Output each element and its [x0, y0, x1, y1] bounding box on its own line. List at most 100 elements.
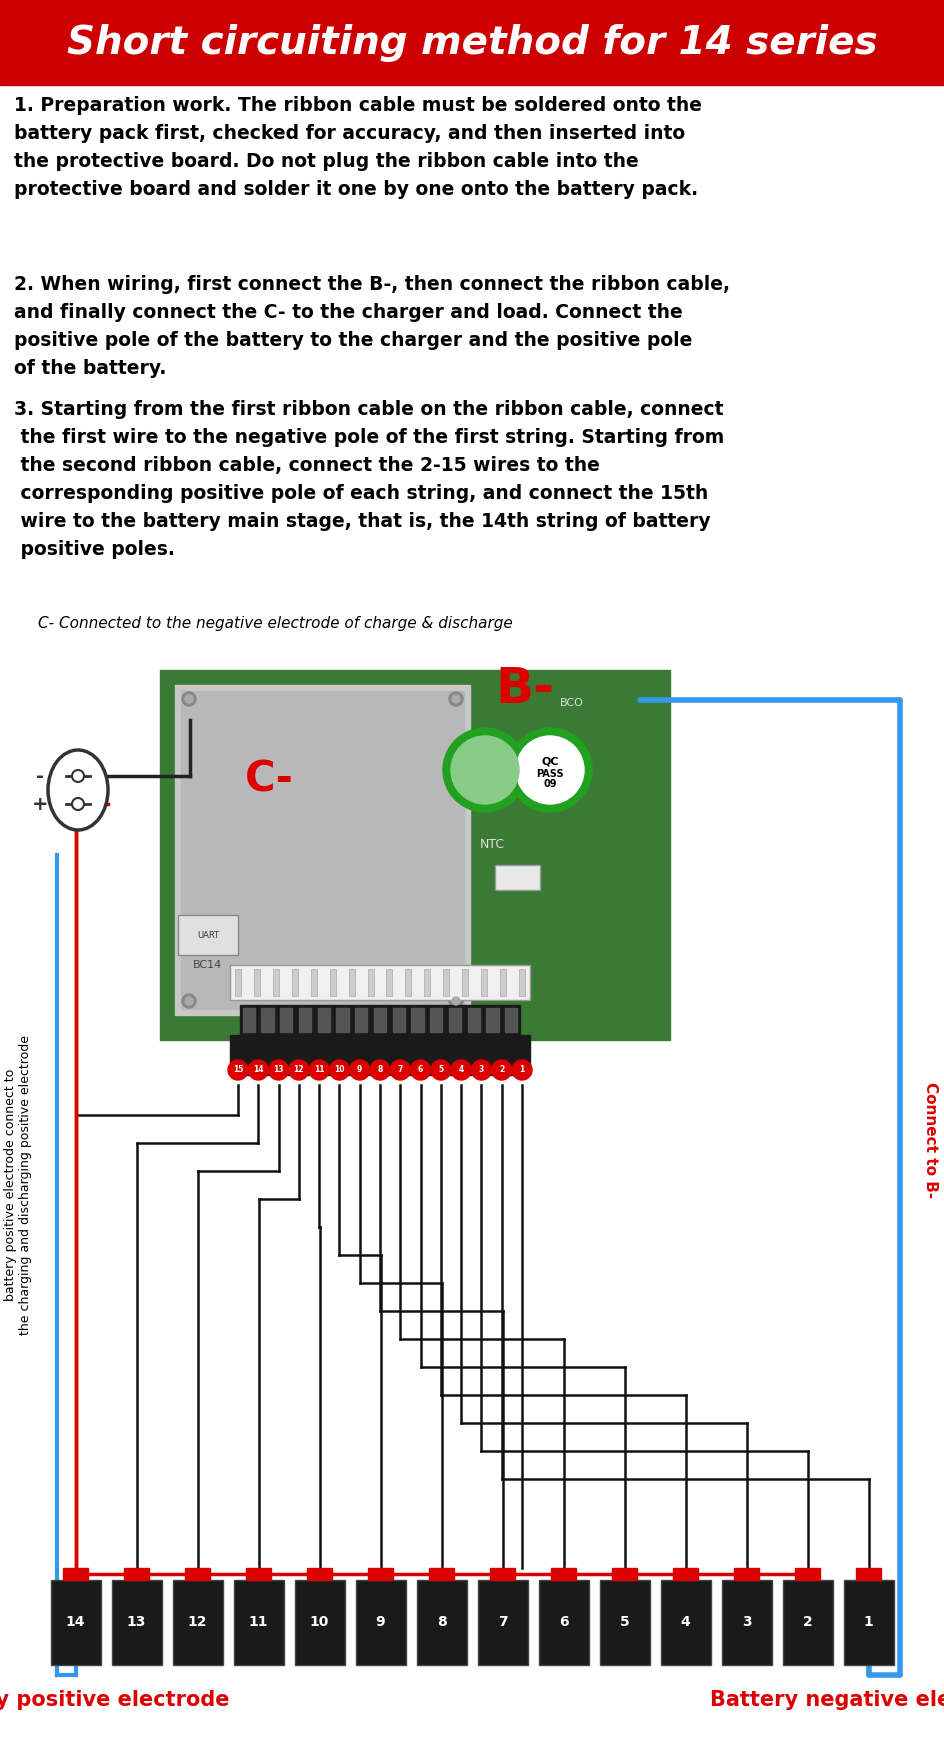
Circle shape	[516, 737, 584, 803]
Bar	[233, 1580, 283, 1665]
Bar	[412, 1009, 424, 1031]
Circle shape	[182, 995, 196, 1009]
Circle shape	[72, 798, 84, 810]
Bar	[505, 1009, 517, 1031]
Circle shape	[430, 1059, 451, 1080]
Text: UART: UART	[197, 931, 219, 940]
Bar	[430, 1009, 443, 1031]
Text: 2: 2	[802, 1615, 813, 1629]
Text: 7: 7	[397, 1065, 403, 1075]
Ellipse shape	[48, 751, 108, 830]
Text: +: +	[32, 795, 48, 814]
Bar	[405, 968, 412, 996]
Text: 2. When wiring, first connect the B-, then connect the ribbon cable,
and finally: 2. When wiring, first connect the B-, th…	[14, 275, 730, 379]
Circle shape	[248, 1059, 268, 1080]
Text: 1. Preparation work. The ribbon cable must be soldered onto the
battery pack fir: 1. Preparation work. The ribbon cable mu…	[14, 96, 702, 198]
Bar	[500, 968, 506, 996]
Text: Connect to B-: Connect to B-	[922, 1082, 937, 1198]
Bar	[181, 691, 464, 1009]
Bar	[444, 968, 449, 996]
Bar	[416, 1580, 466, 1665]
Bar	[795, 1568, 820, 1580]
Bar	[178, 916, 238, 954]
Bar	[295, 1580, 345, 1665]
Bar	[467, 1009, 480, 1031]
Bar	[367, 968, 374, 996]
Circle shape	[451, 737, 519, 803]
Bar	[261, 1009, 274, 1031]
Circle shape	[449, 693, 463, 707]
Bar	[673, 1568, 698, 1580]
Bar	[280, 1009, 293, 1031]
Bar	[311, 968, 317, 996]
Text: 11: 11	[249, 1615, 268, 1629]
Bar	[356, 1580, 406, 1665]
Bar	[273, 968, 278, 996]
Bar	[336, 1009, 348, 1031]
Circle shape	[449, 995, 463, 1009]
Text: 9: 9	[357, 1065, 362, 1075]
Circle shape	[508, 728, 592, 812]
Text: battery positive electrode connect to
the charging and discharging positive elec: battery positive electrode connect to th…	[4, 1035, 32, 1335]
Bar	[661, 1580, 711, 1665]
Bar	[486, 1009, 498, 1031]
Text: 6: 6	[418, 1065, 423, 1075]
Text: 1: 1	[864, 1615, 873, 1629]
Circle shape	[452, 996, 460, 1005]
Bar	[393, 1009, 405, 1031]
Bar	[463, 968, 468, 996]
Bar	[124, 1568, 149, 1580]
Circle shape	[390, 1059, 411, 1080]
Bar	[235, 968, 241, 996]
Circle shape	[411, 1059, 430, 1080]
Bar	[844, 1580, 894, 1665]
Text: 11: 11	[314, 1065, 325, 1075]
Text: 12: 12	[294, 1065, 304, 1075]
Bar	[299, 1009, 312, 1031]
Text: B-: B-	[495, 665, 554, 712]
Bar	[599, 1580, 649, 1665]
Text: 6: 6	[559, 1615, 568, 1629]
Circle shape	[492, 1059, 512, 1080]
Text: 3: 3	[479, 1065, 484, 1075]
Bar	[368, 1568, 393, 1580]
Text: BC14: BC14	[193, 959, 222, 970]
Text: PASS: PASS	[536, 768, 564, 779]
Text: 4: 4	[681, 1615, 690, 1629]
Bar	[329, 968, 336, 996]
Circle shape	[72, 770, 84, 782]
Text: QC: QC	[541, 758, 559, 766]
Circle shape	[182, 693, 196, 707]
Bar	[481, 968, 487, 996]
Bar	[449, 1009, 461, 1031]
Text: Battery positive electrode: Battery positive electrode	[0, 1691, 229, 1710]
Bar	[721, 1580, 771, 1665]
Text: 12: 12	[188, 1615, 208, 1629]
Bar	[519, 968, 525, 996]
Text: -: -	[36, 766, 44, 786]
Text: 15: 15	[233, 1065, 244, 1075]
Bar	[386, 968, 393, 996]
Circle shape	[512, 1059, 532, 1080]
Bar	[317, 1009, 329, 1031]
Bar	[230, 965, 530, 1000]
Text: 13: 13	[126, 1615, 146, 1629]
Text: BCO: BCO	[560, 698, 584, 709]
Bar	[490, 1568, 515, 1580]
Bar	[348, 968, 355, 996]
Text: 8: 8	[378, 1065, 382, 1075]
Text: Battery negative electrode: Battery negative electrode	[710, 1691, 944, 1710]
Circle shape	[349, 1059, 370, 1080]
Bar	[50, 1580, 100, 1665]
Bar	[246, 1568, 271, 1580]
Text: 14: 14	[66, 1615, 85, 1629]
Bar	[160, 670, 670, 1040]
Bar	[425, 968, 430, 996]
Circle shape	[309, 1059, 329, 1080]
Circle shape	[269, 1059, 289, 1080]
Circle shape	[451, 1059, 471, 1080]
Bar	[495, 865, 540, 889]
Bar	[856, 1568, 881, 1580]
Circle shape	[185, 695, 193, 703]
Text: 5: 5	[438, 1065, 444, 1075]
